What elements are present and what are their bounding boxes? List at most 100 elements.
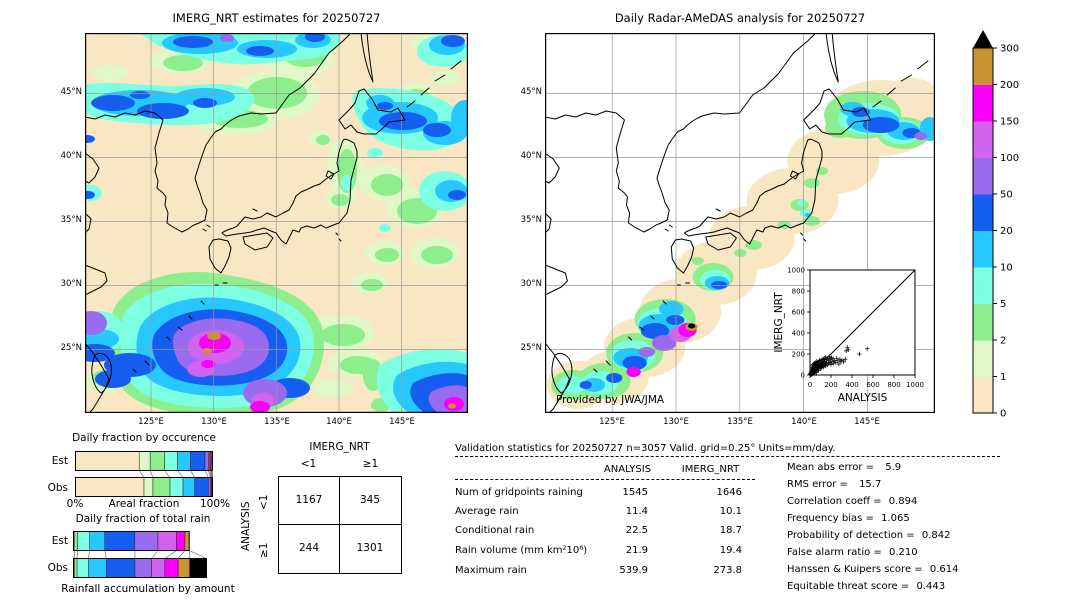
svg-text:800: 800 xyxy=(887,381,900,389)
contingency-table: 1167 345 244 1301 xyxy=(278,476,402,574)
svg-text:20: 20 xyxy=(1000,226,1013,237)
score-label: Probability of detection = xyxy=(787,530,915,541)
map-gridlines xyxy=(85,33,468,413)
svg-text:200: 200 xyxy=(824,381,837,389)
left-lat-30: 30°N xyxy=(60,279,82,289)
score-label: Equitable threat score = xyxy=(787,581,910,592)
svg-text:2: 2 xyxy=(1000,336,1006,347)
stat-row-analysis-0: 1545 xyxy=(622,487,648,498)
precip-colorbar: 0 1 2 5 10 20 50 100 150 200 300 xyxy=(972,30,1019,420)
svg-text:400: 400 xyxy=(845,381,858,389)
right-lon-125: 125°E xyxy=(599,417,625,427)
occurrence-axis-100: 100% xyxy=(199,498,231,510)
contingency-row-label-ge1: ≥1 xyxy=(258,542,270,558)
map-gridlines xyxy=(545,33,935,413)
totalrain-chart-title: Daily fraction of total rain xyxy=(75,513,211,525)
totalrain-caption: Rainfall accumulation by amount xyxy=(61,583,235,595)
score-far: False alarm ratio = 0.210 xyxy=(787,547,918,558)
svg-text:200: 200 xyxy=(792,351,805,359)
occurrence-obs-label: Obs xyxy=(47,482,68,494)
svg-text:150: 150 xyxy=(1000,117,1019,128)
svg-text:600: 600 xyxy=(792,309,805,317)
occurrence-chart-title: Daily fraction by occurence xyxy=(72,432,216,444)
right-lon-130: 130°E xyxy=(663,417,689,427)
stat-row-label-3: Rain volume (mm km²10⁶) xyxy=(455,545,588,556)
right-lat-30: 30°N xyxy=(520,279,542,289)
occurrence-axis-title: Areal fraction xyxy=(108,498,180,510)
svg-text:ANALYSIS: ANALYSIS xyxy=(838,392,888,404)
score-correlation: Correlation coeff = 0.894 xyxy=(787,496,917,507)
svg-text:0: 0 xyxy=(801,372,805,380)
totalrain-est-label: Est xyxy=(51,535,68,547)
score-label: RMS error = xyxy=(787,479,848,490)
totalrain-obs-label: Obs xyxy=(47,562,68,574)
left-map-title: IMERG_NRT estimates for 20250727 xyxy=(172,11,381,25)
svg-text:100: 100 xyxy=(1000,153,1019,164)
stat-row-imerg-3: 19.4 xyxy=(719,545,742,556)
stat-row-analysis-1: 11.4 xyxy=(625,506,648,517)
score-label: Mean abs error = xyxy=(787,462,875,473)
right-lon-140: 140°E xyxy=(791,417,817,427)
score-equitable-threat: Equitable threat score = 0.443 xyxy=(787,581,945,592)
occurrence-est-label: Est xyxy=(51,455,68,467)
right-lat-40: 40°N xyxy=(520,151,542,161)
score-pod: Probability of detection = 0.842 xyxy=(787,530,950,541)
right-lat-45: 45°N xyxy=(520,87,542,97)
validation-header-rule xyxy=(455,479,755,480)
right-lat-25: 25°N xyxy=(520,343,542,353)
svg-text:1000: 1000 xyxy=(787,267,805,275)
contingency-col-group: IMERG_NRT xyxy=(309,441,370,453)
scatter-inset: 00 200 200 400 400 600 600 800 800 1000 1000 ANALYS… xyxy=(773,267,924,405)
score-value: 5.9 xyxy=(885,462,902,473)
stat-row-imerg-4: 273.8 xyxy=(713,565,742,576)
svg-text:800: 800 xyxy=(792,288,805,296)
stat-row-label-1: Average rain xyxy=(455,506,519,517)
right-lon-145: 145°E xyxy=(854,417,880,427)
right-lon-135: 135°E xyxy=(727,417,753,427)
left-lat-25: 25°N xyxy=(60,343,82,353)
stat-row-label-0: Num of gridpoints raining xyxy=(455,487,583,498)
score-value: 0.210 xyxy=(888,547,918,558)
left-lon-130: 130°E xyxy=(201,417,227,427)
right-map-title: Daily Radar-AMeDAS analysis for 20250727 xyxy=(614,11,866,25)
stat-row-analysis-4: 539.9 xyxy=(619,565,648,576)
contingency-row-group: ANALYSIS xyxy=(240,501,252,551)
contingency-cell-false: 345 xyxy=(359,494,381,506)
score-label: False alarm ratio = xyxy=(787,547,882,558)
left-lon-135: 135°E xyxy=(264,417,290,427)
svg-text:1: 1 xyxy=(1000,372,1006,383)
left-lon-125: 125°E xyxy=(138,417,164,427)
validation-title: Validation statistics for 20250727 n=305… xyxy=(455,443,1000,457)
svg-text:400: 400 xyxy=(792,330,805,338)
svg-text:5: 5 xyxy=(1000,299,1006,310)
score-rms-error: RMS error = 15.7 xyxy=(787,479,881,490)
validation-col-analysis: ANALYSIS xyxy=(603,464,652,475)
svg-text:300: 300 xyxy=(1000,44,1019,55)
left-lat-35: 35°N xyxy=(60,215,82,225)
contingency-cell-miss: 244 xyxy=(298,542,320,554)
score-value: 0.614 xyxy=(929,564,959,575)
svg-text:10: 10 xyxy=(1000,263,1013,274)
contingency-row-label-lt1: <1 xyxy=(258,494,270,510)
score-value: 0.842 xyxy=(921,530,951,541)
contingency-cell-hits-none: 1167 xyxy=(295,494,323,506)
stat-row-analysis-3: 21.9 xyxy=(625,545,648,556)
svg-text:0: 0 xyxy=(808,381,812,389)
svg-text:IMERG_NRT: IMERG_NRT xyxy=(773,292,785,353)
contingency-hline xyxy=(279,524,401,525)
score-label: Frequency bias = xyxy=(787,513,874,524)
score-label: Hanssen & Kuipers score = xyxy=(787,564,923,575)
left-lon-145: 145°E xyxy=(389,417,415,427)
score-value: 0.894 xyxy=(888,496,918,507)
credit-label: Provided by JWA/JMA xyxy=(556,394,665,406)
stat-row-analysis-2: 22.5 xyxy=(625,525,648,536)
left-lat-45: 45°N xyxy=(60,87,82,97)
totalrain-stacked-bars xyxy=(73,531,207,578)
contingency-col-label-ge1: ≥1 xyxy=(362,458,379,470)
score-value: 0.443 xyxy=(916,581,946,592)
svg-text:0: 0 xyxy=(1000,409,1006,420)
stat-row-imerg-2: 18.7 xyxy=(719,525,742,536)
score-label: Correlation coeff = xyxy=(787,496,882,507)
svg-text:50: 50 xyxy=(1000,190,1013,201)
